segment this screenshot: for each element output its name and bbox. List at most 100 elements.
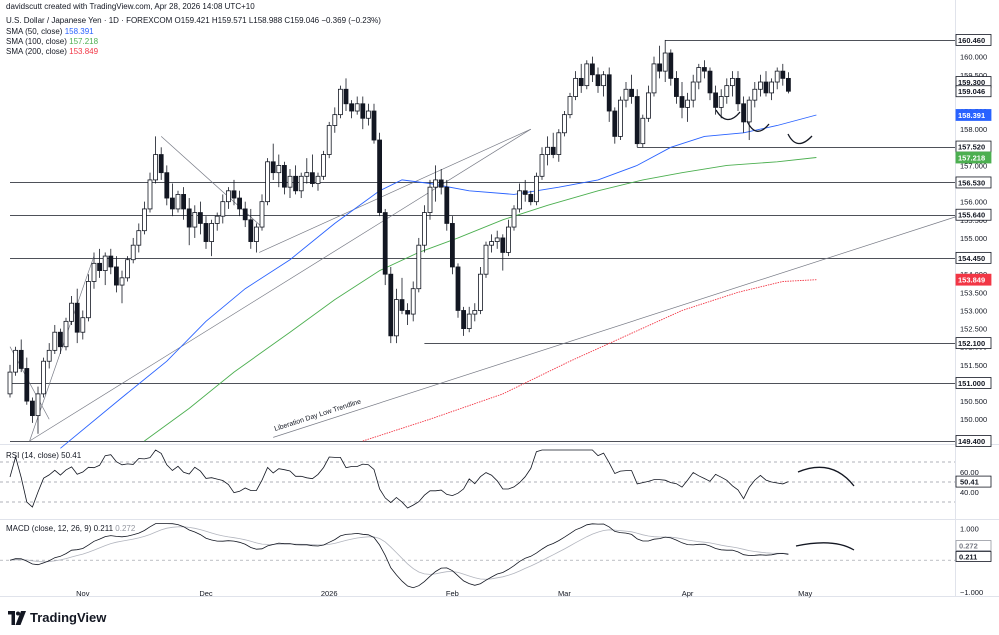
price-tick-label: 152.500 <box>960 325 987 334</box>
sma100-label: SMA (100, close) <box>6 37 67 46</box>
time-tick-label: Nov <box>76 589 90 598</box>
candle-body <box>472 310 478 315</box>
current-price-tag: 159.046 <box>958 87 985 96</box>
candle-body <box>668 52 674 79</box>
candle-body <box>393 299 399 337</box>
candle-body <box>752 88 758 101</box>
chart-credit: davidscutt created with TradingView.com,… <box>6 2 255 11</box>
candle <box>377 132 383 217</box>
candle-body <box>63 320 69 348</box>
candle-body <box>125 259 130 279</box>
candle <box>175 190 181 213</box>
liberation-day-trendline <box>273 214 963 438</box>
trendline-annotation: Liberation Day Low Trendline <box>274 398 363 433</box>
price-tick-label: 153.500 <box>960 288 987 297</box>
candle-body <box>108 255 114 268</box>
candle-body <box>494 237 500 242</box>
level-price-tag: 151.000 <box>958 379 985 388</box>
time-tick-label: May <box>798 589 812 598</box>
candle <box>713 85 718 115</box>
candle <box>567 92 573 119</box>
candle <box>74 288 80 344</box>
candle <box>662 39 668 83</box>
level-price-tag: 160.460 <box>958 36 985 45</box>
candle-body <box>153 154 159 181</box>
sma200-label: SMA (200, close) <box>6 47 67 56</box>
rsi-legend[interactable]: RSI (14, close) 50.41 <box>6 451 81 461</box>
price-tick-label: 150.000 <box>960 415 987 424</box>
candle-body <box>578 77 584 87</box>
candle <box>382 208 388 286</box>
candle <box>119 270 125 304</box>
rsi-tick-label: 60.00 <box>960 468 979 477</box>
candle <box>270 143 276 180</box>
symbol-name: U.S. Dollar / Japanese Yen · 1D · FOREXC… <box>6 16 173 25</box>
candle-body <box>265 161 271 203</box>
candle-body <box>281 165 287 188</box>
candle <box>248 208 254 249</box>
candle-body <box>433 179 439 188</box>
candle-body <box>41 360 46 395</box>
macd-legend[interactable]: MACD (close, 12, 26, 9) 0.211 0.272 <box>6 524 135 534</box>
price-tick-label: 158.000 <box>960 125 987 134</box>
candle <box>114 256 119 293</box>
candle <box>214 212 220 231</box>
candle <box>220 194 226 224</box>
candle <box>416 237 422 293</box>
current-price-tag: 158.391 <box>958 111 985 120</box>
candle <box>466 306 472 333</box>
sma100-legend[interactable]: SMA (100, close) 157.218 <box>6 37 98 47</box>
candle-body <box>590 63 595 76</box>
candle-body <box>321 154 327 177</box>
candle <box>209 219 215 257</box>
macd-label: MACD (close, 12, 26, 9) <box>6 524 92 533</box>
candle <box>354 96 360 115</box>
candle-body <box>80 317 86 333</box>
candle <box>41 357 46 398</box>
level-price-tag: 152.100 <box>958 339 985 348</box>
candle <box>388 266 394 344</box>
candle <box>405 303 411 325</box>
candle <box>646 85 651 122</box>
candle-body <box>455 266 461 311</box>
candle <box>304 158 310 184</box>
macd-tick-label: −1.000 <box>960 588 983 597</box>
sma200-legend[interactable]: SMA (200, close) 153.849 <box>6 47 98 57</box>
candle <box>763 71 769 97</box>
price-tick-label: 159.500 <box>960 71 987 80</box>
macd-line <box>9 523 789 589</box>
trendline <box>259 128 531 253</box>
candle <box>80 310 86 340</box>
candle <box>410 281 416 322</box>
candle <box>13 346 19 376</box>
candle <box>500 234 506 271</box>
candle <box>724 78 730 104</box>
candle-body <box>214 215 220 224</box>
candle <box>130 237 136 264</box>
candle-body <box>528 194 534 203</box>
ohlc-values: O159.421 H159.571 L158.988 C159.046 −0.3… <box>174 16 381 25</box>
candle <box>545 136 550 166</box>
candle <box>634 89 640 148</box>
candle <box>477 266 483 315</box>
macd-value-tag: 0.211 <box>959 552 977 561</box>
candle-body <box>287 175 293 188</box>
tradingview-brand[interactable]: TradingView <box>8 610 106 625</box>
sma50-label: SMA (50, close) <box>6 27 63 36</box>
candle <box>63 317 69 351</box>
rsi-value-tag-box <box>955 475 992 488</box>
candle-body <box>416 244 422 290</box>
candle <box>718 89 724 119</box>
candle <box>371 103 377 144</box>
candle-body <box>119 277 125 286</box>
candle-body <box>679 96 685 108</box>
candle <box>590 56 595 83</box>
candle-body <box>360 103 366 119</box>
candle-body <box>35 393 41 417</box>
candle-body <box>69 302 74 322</box>
tradingview-logo-icon <box>8 610 26 625</box>
sma50-legend[interactable]: SMA (50, close) 158.391 <box>6 27 94 37</box>
candle-body <box>349 103 355 112</box>
candle <box>494 230 500 249</box>
